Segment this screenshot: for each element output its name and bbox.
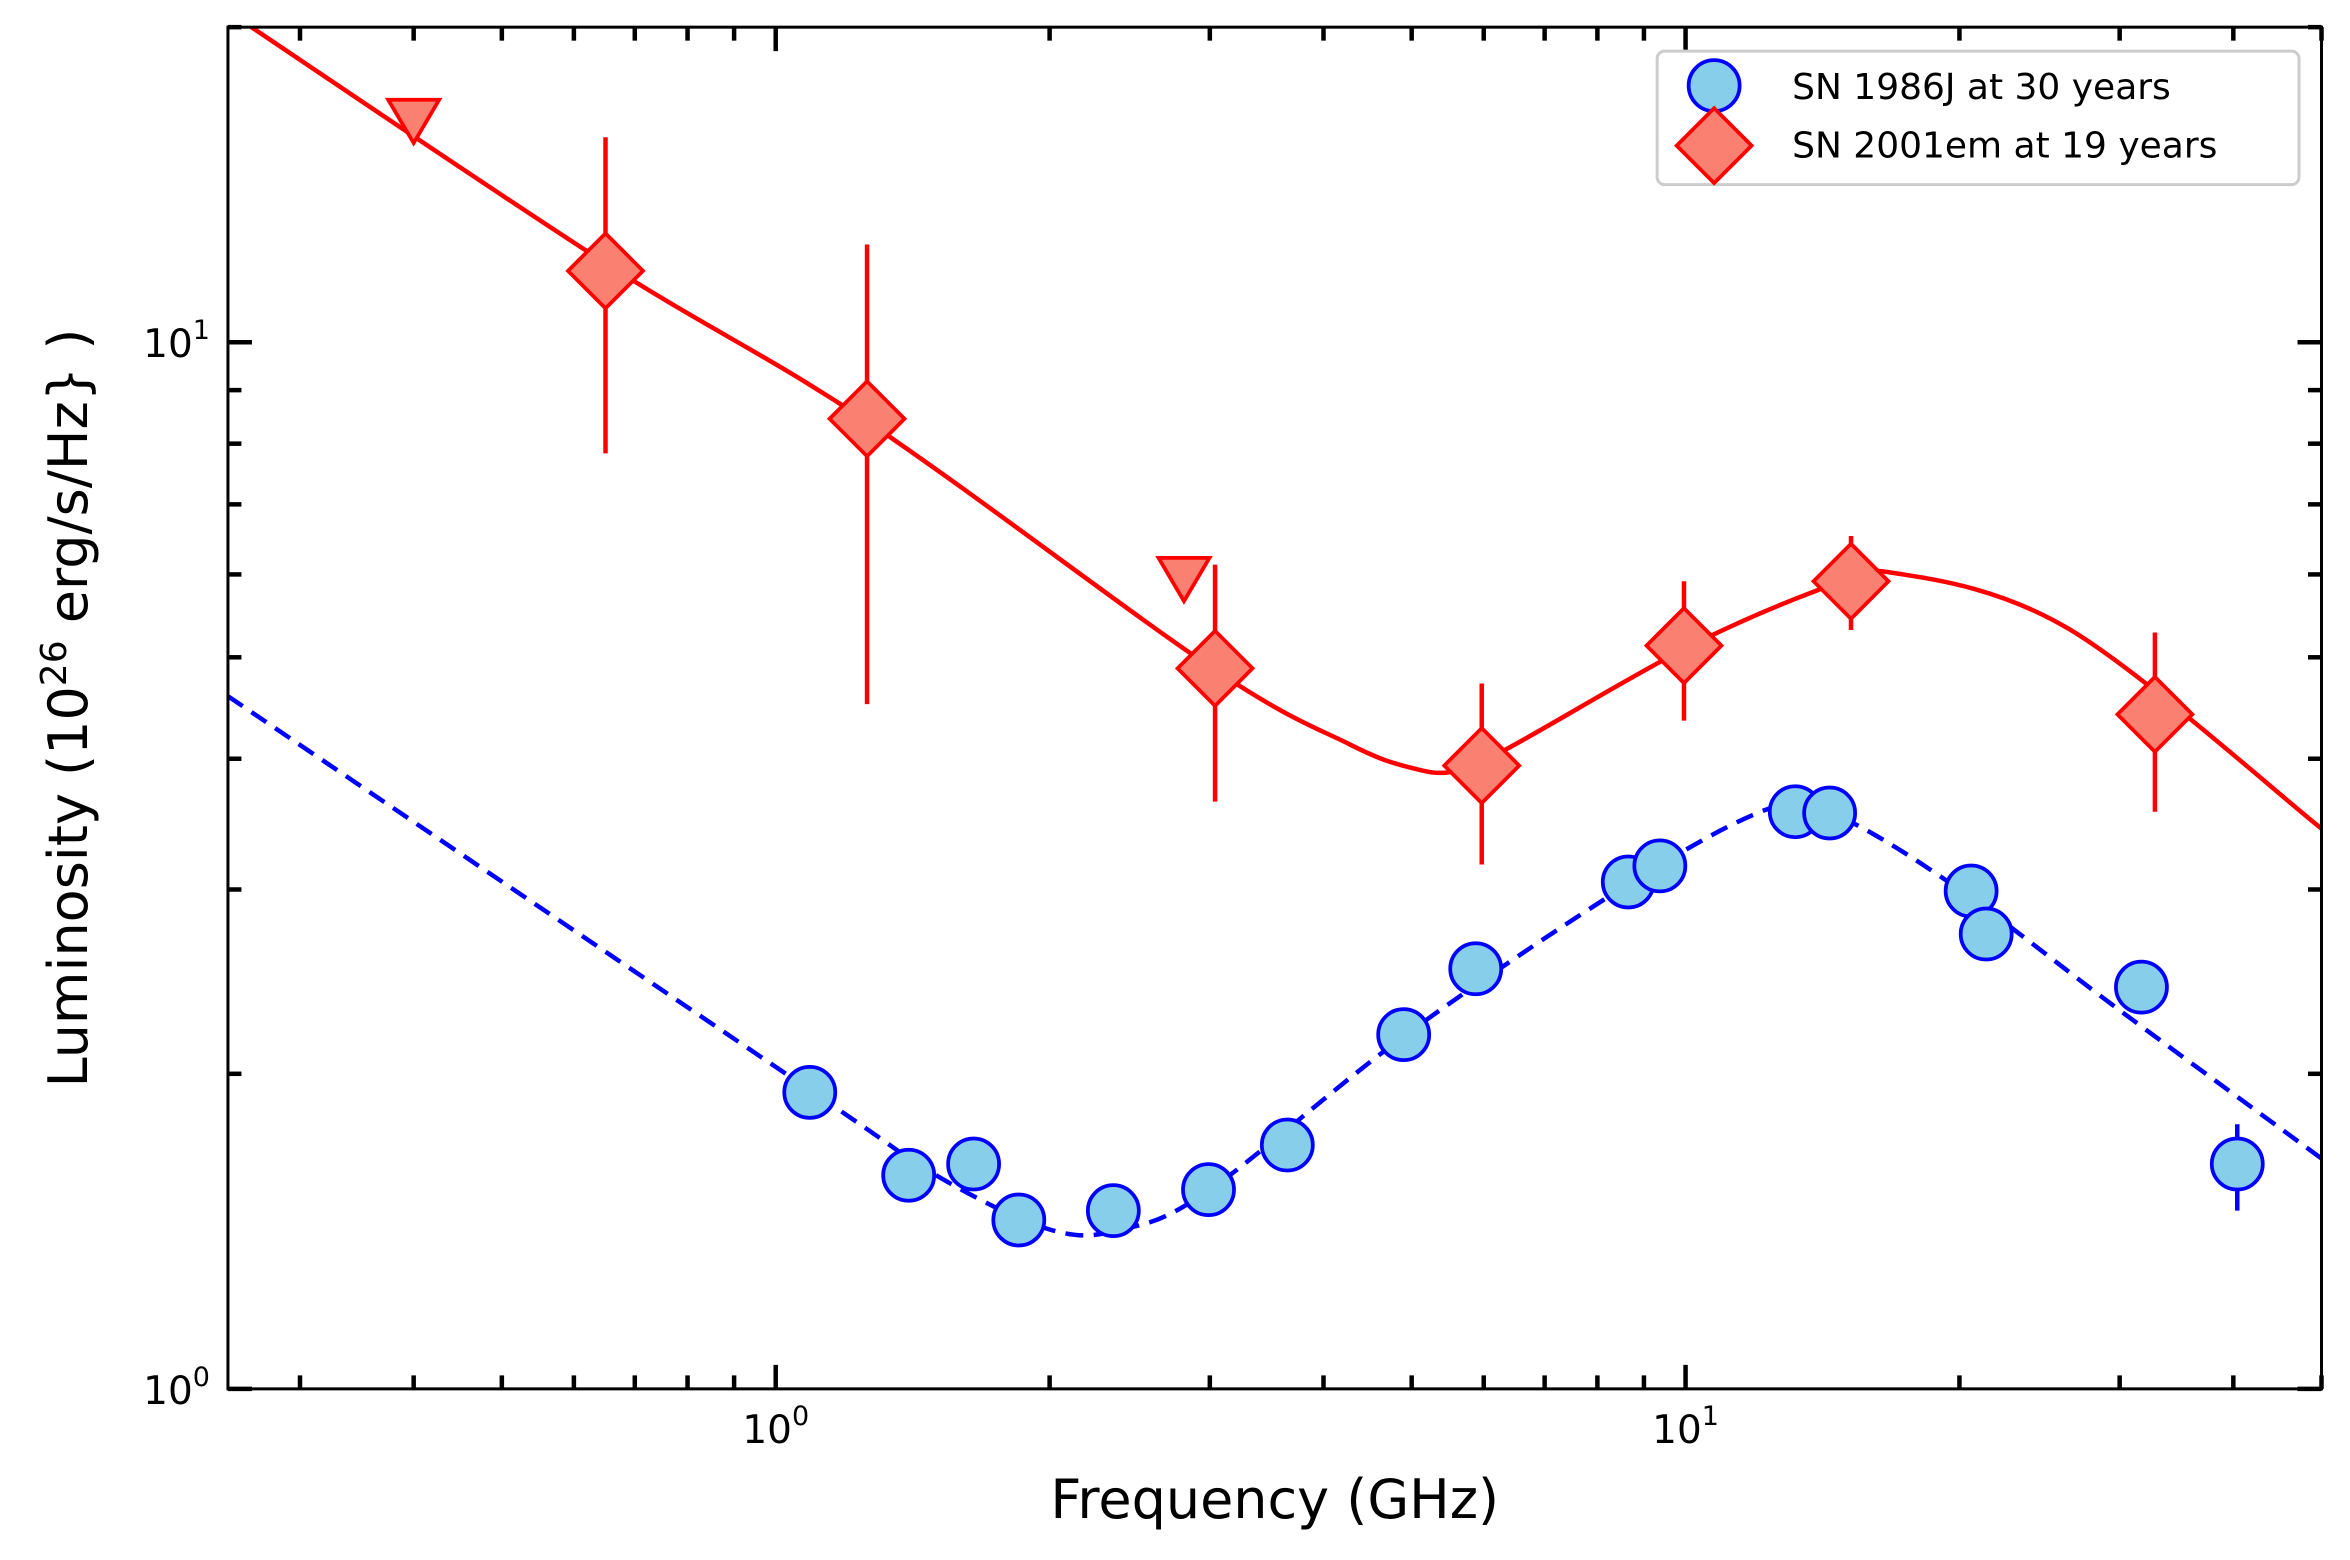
plot-area [227, 27, 2322, 1248]
data-point-diamond [565, 230, 646, 312]
upper-limit-triangle [1155, 555, 1213, 605]
y-tick-label-exp: 1 [193, 315, 210, 346]
data-point-diamond [2114, 674, 2196, 755]
legend: SN 1986J at 30 years SN 2001em at 19 yea… [1655, 49, 2301, 187]
x-tick-label: 100 [742, 1401, 809, 1453]
data-point-circle [1181, 1162, 1236, 1218]
plot-marks [227, 27, 2322, 1248]
data-point-circle [1802, 785, 1858, 841]
data-point-diamond [826, 378, 908, 459]
data-point-diamond [1174, 628, 1256, 709]
legend-marker-diamond [1673, 105, 1755, 186]
data-point-diamond [1441, 725, 1522, 806]
y-tick-label-base: 10 [143, 1369, 193, 1414]
x-tick-label-base: 10 [742, 1408, 792, 1453]
y-tick-label: 101 [143, 315, 210, 367]
data-point-diamond [1643, 605, 1725, 686]
x-axis-label: Frequency (GHz) [1050, 1468, 1499, 1531]
x-tick-label-exp: 1 [1702, 1401, 1719, 1432]
legend-marker-circle [1686, 58, 1742, 114]
data-point-circle [1632, 838, 1688, 894]
data-point-diamond [1810, 541, 1892, 622]
data-point-circle [2114, 959, 2169, 1015]
legend-frame [1655, 49, 2301, 187]
model-curve-1 [247, 27, 2322, 831]
data-point-circle [1376, 1007, 1432, 1062]
y-tick-label-base: 10 [143, 322, 193, 367]
data-point-circle [1085, 1183, 1141, 1239]
axis-ticks [227, 24, 2324, 1392]
y-axis-label: Luminosity (1026 erg/s/Hz} ) [34, 329, 100, 1088]
data-point-circle [1259, 1117, 1315, 1173]
data-point-circle [782, 1064, 838, 1120]
data-point-circle [2209, 1136, 2265, 1192]
x-tick-label: 101 [1652, 1401, 1719, 1453]
legend-label-sn2001em: SN 2001em at 19 years [1792, 126, 2217, 167]
data-point-circle [881, 1147, 937, 1203]
y-tick-label-exp: 0 [193, 1362, 210, 1393]
upper-limit-triangle [384, 97, 443, 147]
x-tick-label-base: 10 [1652, 1408, 1702, 1453]
legend-label-sn1986j: SN 1986J at 30 years [1792, 67, 2171, 108]
y-tick-label: 100 [143, 1362, 210, 1414]
data-point-circle [1448, 941, 1504, 997]
data-point-circle [991, 1192, 1047, 1248]
data-point-circle [946, 1136, 1001, 1192]
data-point-circle [1958, 906, 2014, 962]
x-tick-label-exp: 0 [792, 1401, 809, 1432]
plot-frame [226, 25, 2324, 1391]
